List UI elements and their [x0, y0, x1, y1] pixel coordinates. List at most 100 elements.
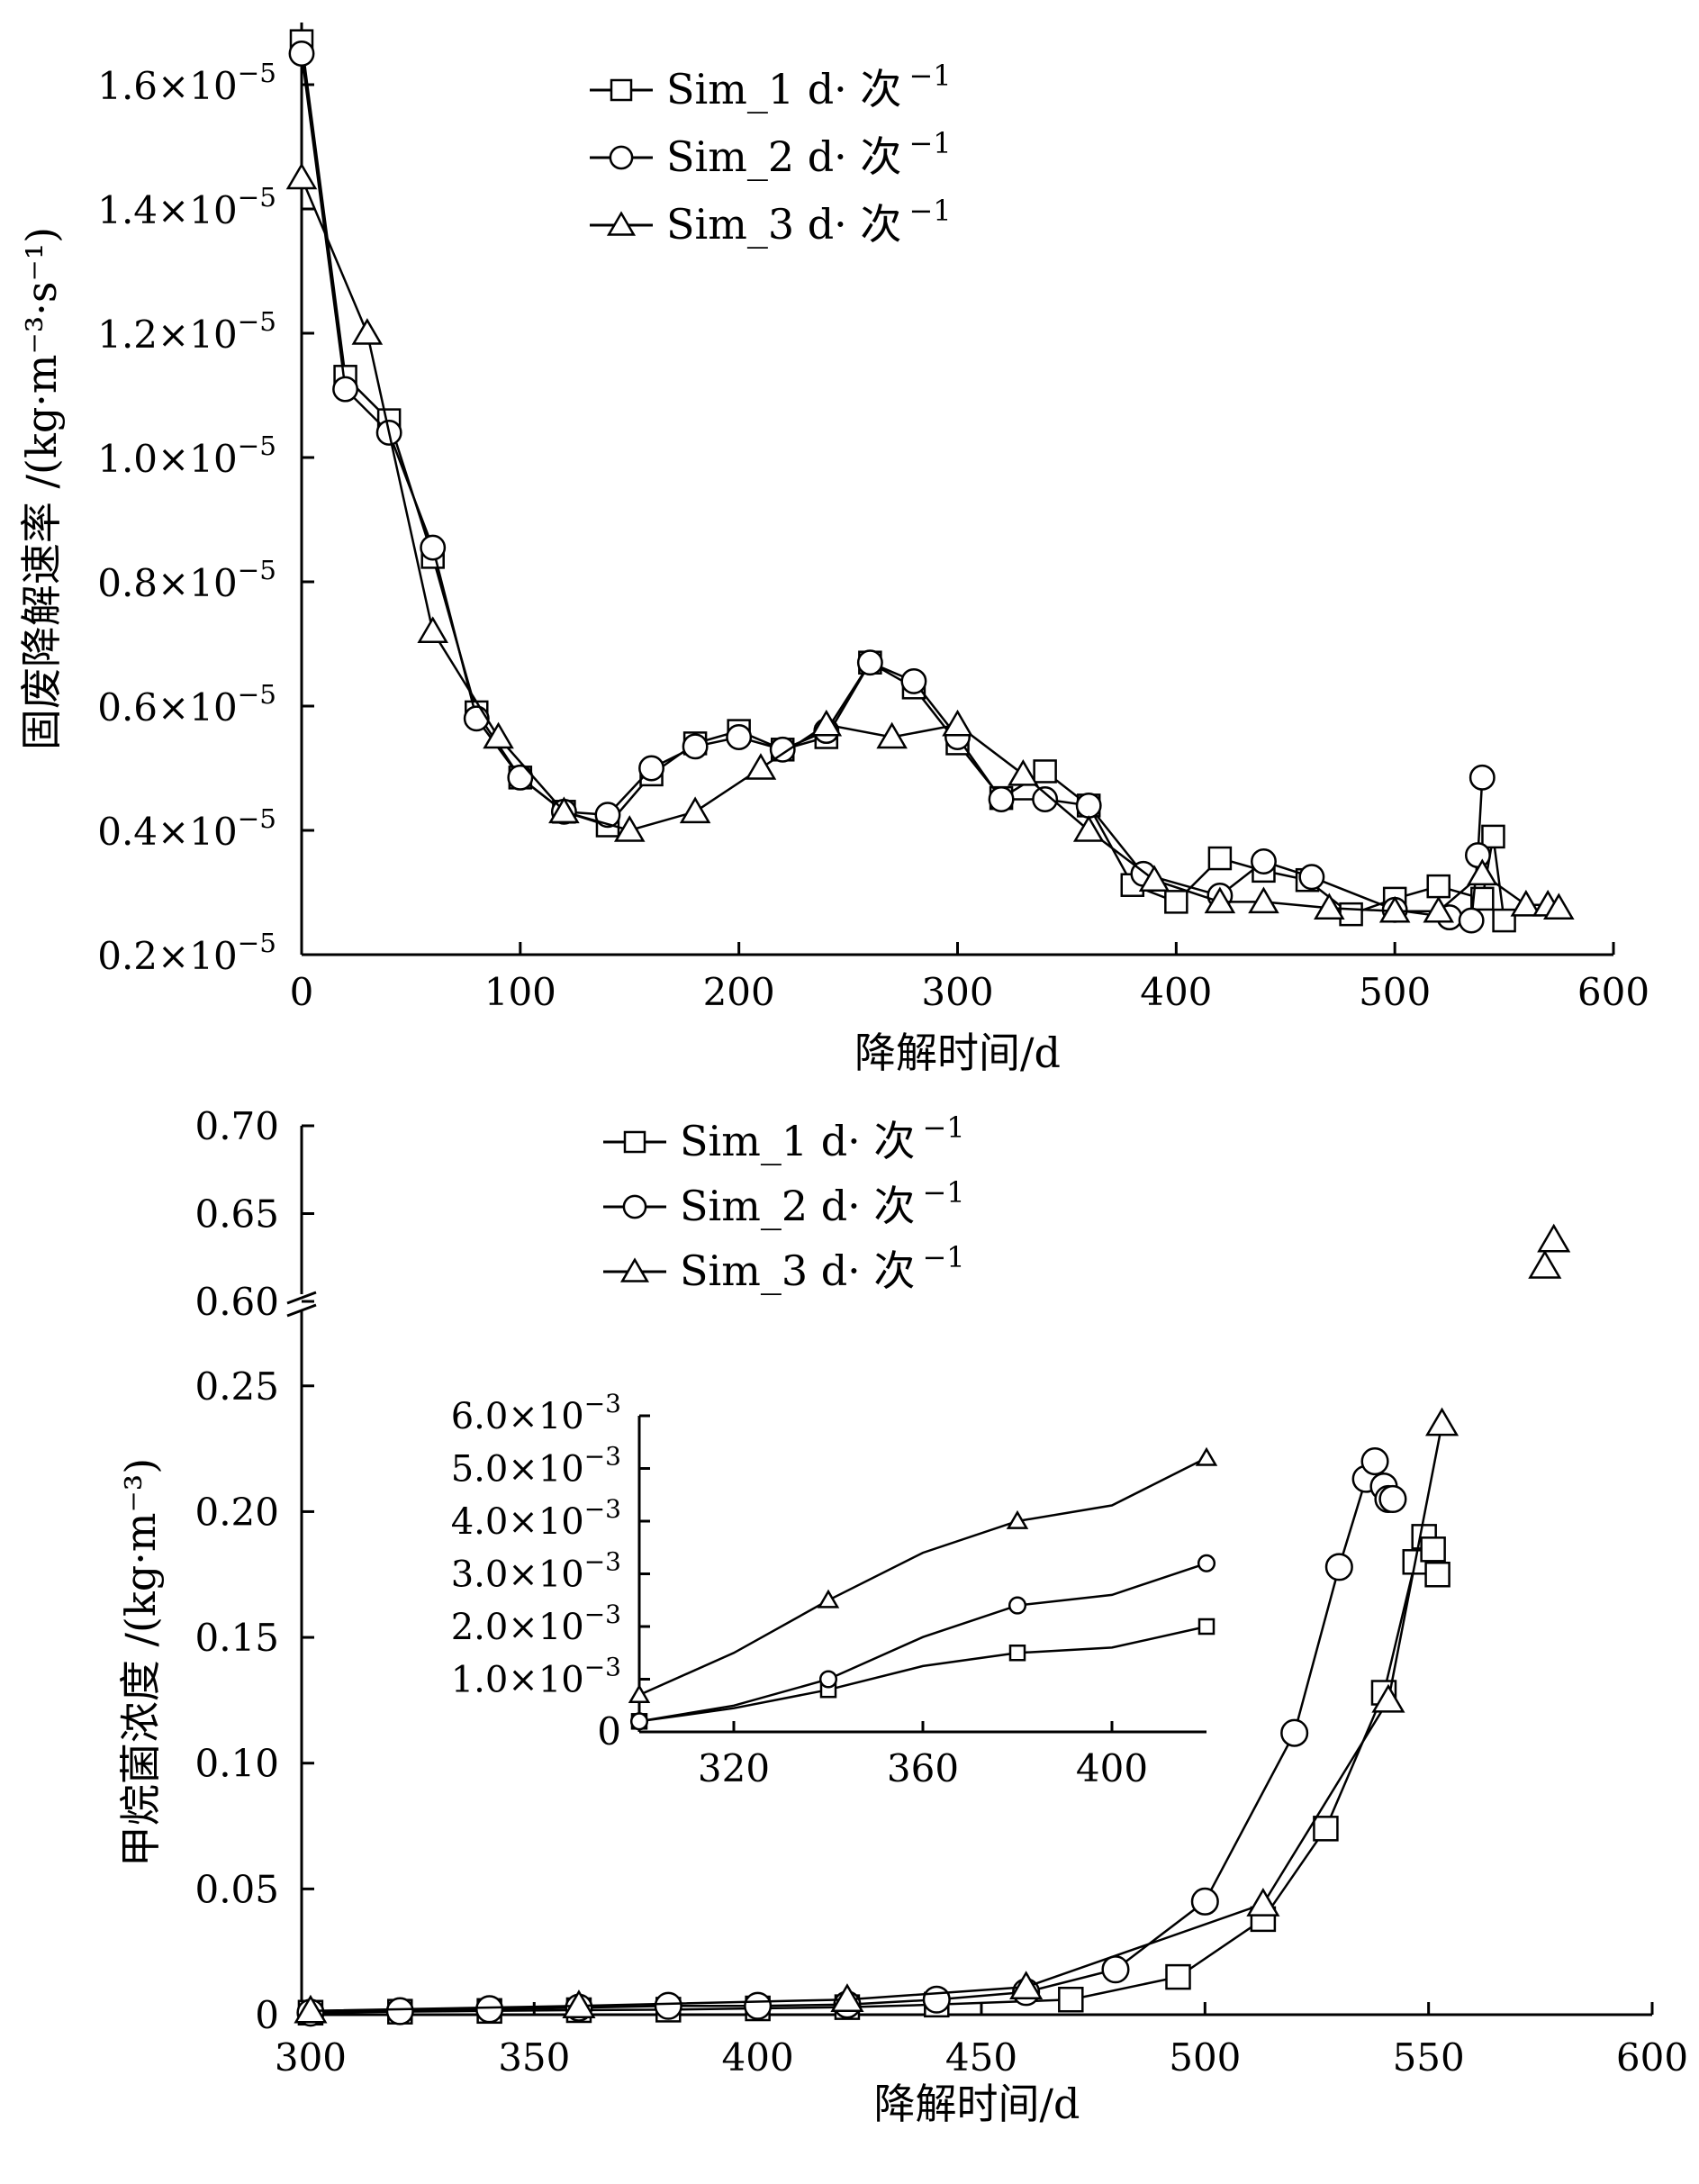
data-point — [354, 321, 381, 344]
data-point — [1427, 1409, 1457, 1435]
data-point — [683, 735, 707, 758]
y-tick-label: 0.2×10−5 — [97, 928, 276, 978]
y-tick-label: 0.10 — [194, 1742, 279, 1786]
data-point — [1300, 865, 1324, 889]
inset-series-circle — [631, 1555, 1215, 1729]
inset-series-line — [639, 1563, 1206, 1722]
legend-marker-circle — [610, 147, 632, 168]
series-square — [291, 31, 1515, 931]
data-point — [1326, 1554, 1352, 1581]
y-tick-label: 0 — [255, 1993, 279, 2037]
inset-y-tick-label: 3.0×10−3 — [451, 1547, 621, 1596]
inset-chart: 320 360 400 0 1.0×10−3 2.0×10−33.0×10−34.0×10… — [451, 1389, 1216, 1790]
data-point — [509, 766, 532, 789]
inset-y-tick-label: 2.0×10−3 — [451, 1599, 621, 1648]
y-tick-label: 0.25 — [194, 1364, 279, 1409]
data-point — [1209, 847, 1231, 869]
legend-label: Sim_1 d· 次 −1 — [666, 59, 952, 113]
x-tick-label: 350 — [498, 2035, 570, 2080]
inset-x-tick-label: 400 — [1076, 1746, 1148, 1790]
legend-label: Sim_2 d· 次 −1 — [680, 1175, 965, 1230]
data-point — [1428, 875, 1450, 897]
inset-data-point — [1010, 1645, 1025, 1660]
legend-label: Sim_2 d· 次 −1 — [666, 126, 952, 181]
x-tick-label: 300 — [921, 970, 993, 1014]
data-point — [990, 787, 1013, 811]
inset-y-tick-label: 4.0×10−3 — [451, 1494, 621, 1543]
data-point — [1494, 910, 1515, 931]
inset-y-tick-label: 1.0×10−3 — [451, 1653, 621, 1701]
data-point — [771, 738, 794, 761]
inset-data-point — [1199, 1619, 1214, 1634]
series-line — [302, 178, 1559, 911]
legend-marker-square — [625, 1132, 645, 1152]
data-point — [1192, 1889, 1218, 1915]
y-tick-label: 0.8×10−5 — [97, 555, 276, 605]
inset-y-tick-label: 6.0×10−3 — [451, 1389, 621, 1437]
inset-data-point — [820, 1672, 836, 1688]
inset-series-triangle — [630, 1449, 1216, 1702]
data-point — [333, 377, 357, 401]
y-tick-label: 0.15 — [194, 1616, 279, 1660]
data-point — [1281, 1720, 1307, 1746]
data-point — [924, 1987, 950, 2013]
x-axis-label: 降解时间/d — [874, 2080, 1080, 2128]
inset-data-point — [630, 1686, 648, 1701]
legend-label: Sim_3 d· 次 −1 — [666, 194, 952, 249]
data-point — [655, 1993, 682, 2019]
legend-label: Sim_3 d· 次 −1 — [680, 1240, 965, 1295]
x-tick-label: 500 — [1169, 2035, 1241, 2080]
figure: 0 100 200 300 400 500 6000.2×10−50.4×10−50.6×1… — [0, 0, 1699, 2184]
inset-data-point — [631, 1714, 647, 1730]
y-tick-label: 0.6×10−5 — [97, 679, 276, 730]
y-tick-label: 1.0×10−5 — [97, 430, 276, 481]
data-point — [616, 818, 643, 841]
x-tick-label: 300 — [275, 2035, 347, 2080]
inset-series-line — [639, 1458, 1206, 1695]
x-tick-label: 450 — [945, 2035, 1017, 2080]
inset-x-tick-label: 360 — [887, 1746, 959, 1790]
y-axis-label: 甲烷菌浓度 /(kg·m⁻³) — [116, 1458, 165, 1867]
data-point — [420, 619, 447, 642]
inset-y-tick-label: 5.0×10−3 — [451, 1442, 621, 1491]
data-point — [1426, 1563, 1450, 1586]
data-point — [745, 1993, 771, 2019]
y-tick-label: 1.6×10−5 — [97, 58, 276, 108]
data-point — [858, 651, 881, 675]
data-point — [1362, 1448, 1388, 1474]
inset-data-point — [1198, 1555, 1215, 1572]
x-tick-label: 200 — [703, 970, 775, 1014]
inset-y-tick-label: 0 — [597, 1709, 621, 1754]
x-tick-label: 600 — [1577, 970, 1649, 1014]
data-point — [1530, 1252, 1559, 1277]
legend-marker-square — [611, 80, 631, 100]
y-tick-label: 0.60 — [194, 1280, 279, 1324]
x-axis-label: 降解时间/d — [854, 1029, 1061, 1077]
legend-marker-circle — [624, 1196, 646, 1218]
data-point — [1009, 762, 1036, 785]
data-point — [421, 536, 445, 559]
y-tick-label: 1.4×10−5 — [97, 182, 276, 232]
data-point — [1341, 903, 1362, 925]
x-tick-label: 400 — [1140, 970, 1212, 1014]
y-tick-label: 0.05 — [194, 1867, 279, 1911]
inset-data-point — [1009, 1598, 1026, 1614]
data-point — [465, 707, 488, 730]
data-point — [288, 165, 315, 188]
data-point — [639, 757, 663, 780]
data-point — [1482, 826, 1504, 847]
inset-data-point — [819, 1591, 837, 1607]
y-tick-label: 0.65 — [194, 1192, 279, 1237]
series-line — [311, 1462, 1393, 2013]
degradation-rate-chart: 0 100 200 300 400 500 600 0.2×10−5 0.4×10−5 0.6×1… — [17, 23, 1649, 1077]
data-point — [1314, 1817, 1337, 1840]
x-tick-label: 100 — [484, 970, 556, 1014]
x-tick-label: 600 — [1616, 2035, 1688, 2080]
inset-data-point — [1197, 1449, 1216, 1464]
data-point — [1059, 1988, 1082, 2011]
x-tick-label: 500 — [1359, 970, 1431, 1014]
data-point — [682, 799, 709, 822]
inset-series-square — [632, 1619, 1214, 1728]
data-point — [290, 41, 313, 65]
inset-x-tick-label: 320 — [698, 1746, 770, 1790]
